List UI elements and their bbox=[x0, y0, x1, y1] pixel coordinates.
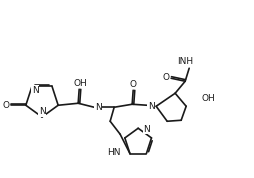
Text: O: O bbox=[130, 80, 137, 89]
Text: N: N bbox=[148, 102, 154, 111]
Text: N: N bbox=[143, 125, 150, 134]
Text: HN: HN bbox=[107, 148, 121, 157]
Text: OH: OH bbox=[201, 94, 215, 103]
Text: INH: INH bbox=[177, 57, 193, 66]
Text: OH: OH bbox=[73, 79, 87, 88]
Text: O: O bbox=[163, 73, 170, 82]
Text: N: N bbox=[95, 103, 102, 112]
Text: N: N bbox=[39, 108, 45, 116]
Text: O: O bbox=[2, 101, 9, 110]
Text: N: N bbox=[32, 86, 38, 95]
